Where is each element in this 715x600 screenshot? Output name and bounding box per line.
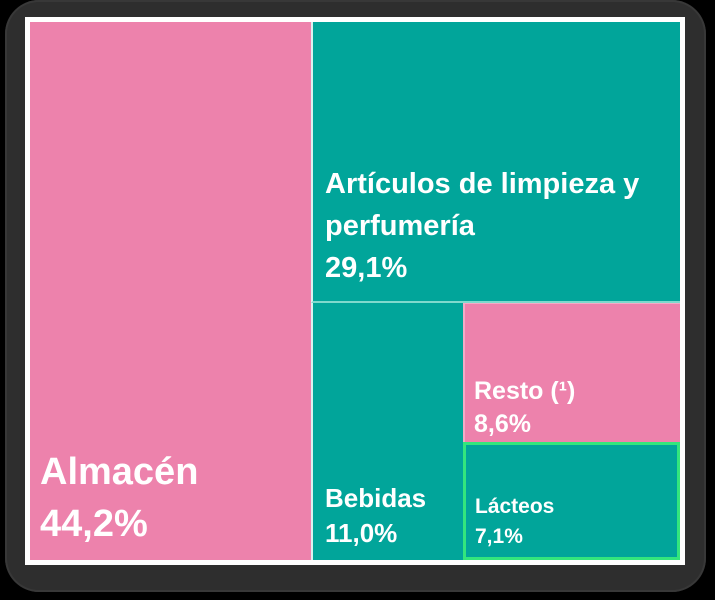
- cell-label: Resto (¹): [474, 377, 576, 405]
- cell-label: Lácteos: [475, 495, 555, 519]
- treemap-cell-articulos-limpieza-perfumeria[interactable]: Artículos de limpieza y perfumería 29,1%: [311, 22, 680, 303]
- treemap-cell-lacteos-highlighted[interactable]: Lácteos 7,1%: [463, 442, 680, 560]
- treemap-cell-resto[interactable]: Resto (¹) 8,6%: [463, 303, 680, 442]
- chart-card: Almacén 44,2% Artículos de limpieza y pe…: [5, 0, 706, 592]
- cell-value: 11,0%: [325, 517, 398, 548]
- cell-label: Almacén: [40, 451, 199, 494]
- cell-value: 7,1%: [475, 524, 523, 548]
- cell-label: Bebidas: [325, 482, 427, 513]
- cell-label-group: Artículos de limpieza y perfumería 29,1%: [325, 163, 673, 289]
- treemap-chart: Almacén 44,2% Artículos de limpieza y pe…: [30, 22, 680, 560]
- treemap-cell-bebidas[interactable]: Bebidas 11,0%: [311, 303, 463, 560]
- cell-value: 44,2%: [40, 502, 148, 545]
- cell-label-group: Bebidas 11,0%: [325, 481, 426, 551]
- cell-value: 8,6%: [474, 409, 531, 438]
- cell-label-group: Almacén 44,2%: [40, 447, 198, 550]
- treemap-cell-almacen[interactable]: Almacén 44,2%: [30, 22, 311, 560]
- cell-label: Artículos de limpieza y perfumería: [325, 167, 640, 242]
- cell-label-group: Lácteos 7,1%: [475, 492, 554, 551]
- chart-frame: Almacén 44,2% Artículos de limpieza y pe…: [25, 17, 685, 565]
- cell-label-group: Resto (¹) 8,6%: [474, 375, 575, 440]
- cell-value: 29,1%: [325, 251, 408, 284]
